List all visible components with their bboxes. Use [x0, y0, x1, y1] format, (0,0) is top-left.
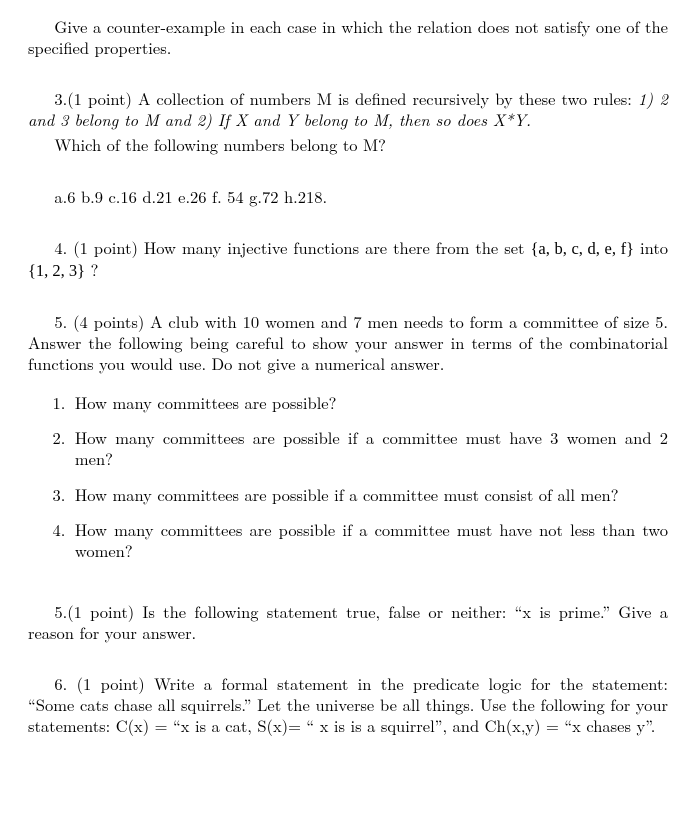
- q6-text: 6. (1 point) Write a formal statement in…: [28, 671, 668, 737]
- q5-item-2: How many committees are possible if a co…: [75, 425, 668, 470]
- spacer: [28, 160, 668, 186]
- q5-item-1: How many committees are possible?: [75, 390, 337, 414]
- q4-set2: {1, 2, 3}: [28, 261, 85, 280]
- q5b-paragraph: 5.(1 point) Is the following statement t…: [28, 601, 668, 643]
- spacer: [28, 575, 668, 601]
- spacer: [28, 647, 668, 673]
- spacer: [28, 62, 668, 88]
- q5-list: How many committees are possible? How ma…: [28, 392, 668, 561]
- q3-followup-text: Which of the following numbers belong to…: [54, 132, 386, 156]
- intro-paragraph: Give a counter-example in each case in w…: [28, 16, 668, 58]
- q5-lead-text: 5. (4 points) A club with 10 women and 7…: [28, 309, 668, 375]
- list-item: How many committees are possible if a co…: [71, 519, 668, 561]
- document-page: Give a counter-example in each case in w…: [0, 0, 696, 839]
- q3-choices-text: a.6 b.9 c.16 d.21 e.26 f. 54 g.72 h.218.: [54, 184, 327, 208]
- q5-item-3: How many committees are possible if a co…: [75, 482, 619, 506]
- spacer: [28, 285, 668, 311]
- q5-item-4: How many committees are possible if a co…: [75, 517, 668, 562]
- q6-paragraph: 6. (1 point) Write a formal statement in…: [28, 673, 668, 736]
- q4-set1: {a, b, c, d, e, f}: [530, 239, 634, 258]
- q4-before: 4. (1 point) How many injective function…: [54, 235, 530, 259]
- list-item: How many committees are possible?: [71, 392, 668, 413]
- q4-paragraph: 4. (1 point) How many injective function…: [28, 237, 668, 281]
- q5-lead: 5. (4 points) A club with 10 women and 7…: [28, 311, 668, 374]
- q3-paragraph: 3.(1 point) A collection of numbers M is…: [28, 88, 668, 130]
- q5b-text: 5.(1 point) Is the following statement t…: [28, 599, 668, 644]
- list-item: How many committees are possible if a co…: [71, 484, 668, 505]
- list-item: How many committees are possible if a co…: [71, 427, 668, 469]
- q3-choices: a.6 b.9 c.16 d.21 e.26 f. 54 g.72 h.218.: [28, 186, 668, 207]
- q3-followup: Which of the following numbers belong to…: [28, 134, 668, 155]
- spacer: [28, 211, 668, 237]
- q4-mid: into: [634, 235, 668, 259]
- q4-after: ?: [85, 257, 98, 281]
- spacer: [28, 378, 668, 386]
